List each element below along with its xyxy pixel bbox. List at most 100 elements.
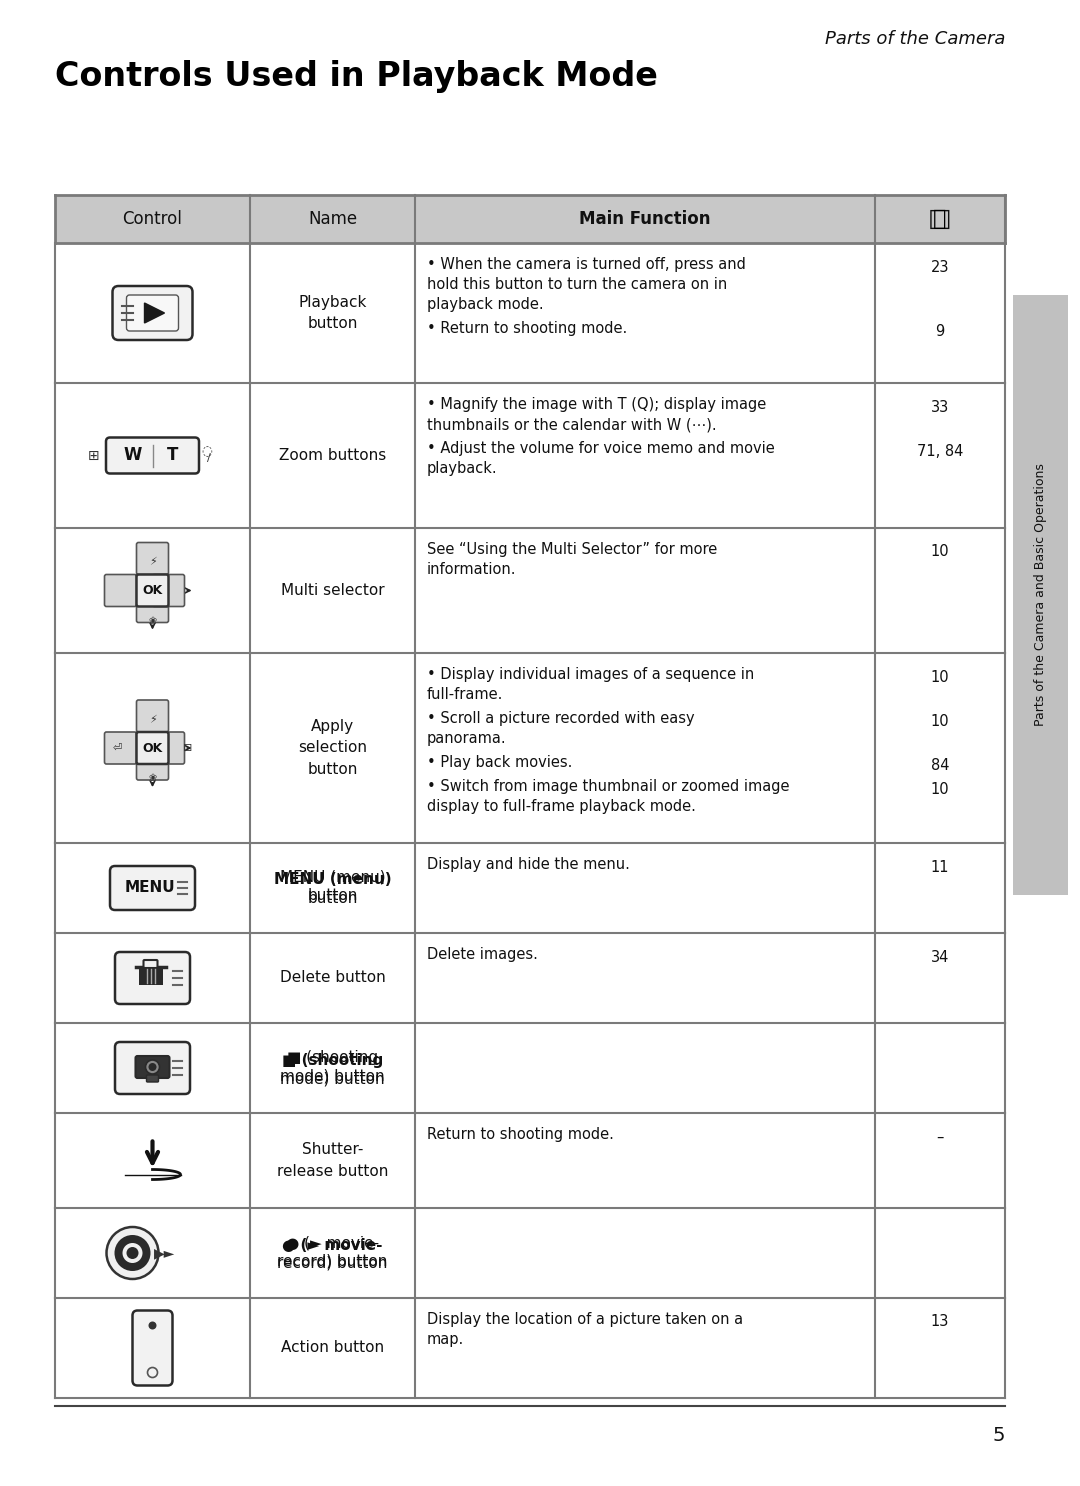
Bar [138,967,162,985]
Text: button: button [308,889,357,903]
Text: ● (► movie-: ● (► movie- [282,1238,382,1253]
FancyBboxPatch shape [110,866,195,909]
Text: 33: 33 [931,400,949,415]
Text: Parts of the Camera and Basic Operations: Parts of the Camera and Basic Operations [1034,464,1047,727]
Text: Return to shooting mode.: Return to shooting mode. [427,1126,613,1143]
Text: ■ (shooting: ■ (shooting [282,1052,383,1067]
Text: W: W [123,446,141,465]
Text: • Display individual images of a sequence in: • Display individual images of a sequenc… [427,667,754,682]
Text: ⊞: ⊞ [89,449,99,462]
Text: • Adjust the volume for voice memo and movie: • Adjust the volume for voice memo and m… [427,441,774,456]
Text: 23: 23 [931,260,949,275]
Text: • Scroll a picture recorded with easy: • Scroll a picture recorded with easy [427,710,694,727]
Text: ▶►: ▶► [153,1245,175,1260]
Circle shape [114,1235,150,1271]
Text: Multi selector: Multi selector [281,583,384,597]
Text: MENU (menu): MENU (menu) [273,872,391,887]
Text: 9: 9 [935,324,945,339]
FancyBboxPatch shape [114,1042,190,1094]
Text: Main Function: Main Function [579,210,711,227]
Text: Parts of the Camera: Parts of the Camera [825,30,1005,48]
Text: Display the location of a picture taken on a: Display the location of a picture taken … [427,1312,743,1327]
Text: information.: information. [427,562,516,577]
Text: 84: 84 [931,758,949,773]
FancyBboxPatch shape [133,1311,173,1385]
FancyBboxPatch shape [135,1057,170,1077]
Text: Control: Control [122,210,183,227]
Text: 71, 84: 71, 84 [917,443,963,459]
FancyBboxPatch shape [136,747,168,780]
Text: • When the camera is turned off, press and: • When the camera is turned off, press a… [427,257,746,272]
Text: 10: 10 [931,670,949,685]
Text: Zoom buttons: Zoom buttons [279,447,387,464]
Circle shape [146,1060,160,1074]
Bar [55,195,1005,244]
Text: Delete images.: Delete images. [427,947,538,961]
Text: ❀: ❀ [148,773,157,783]
Circle shape [149,1062,157,1071]
FancyBboxPatch shape [136,590,168,623]
Text: record) button: record) button [278,1254,388,1269]
Text: Apply
selection
button: Apply selection button [298,719,367,777]
Text: Action button: Action button [281,1340,384,1355]
Text: 10: 10 [931,544,949,560]
FancyBboxPatch shape [144,960,158,967]
Polygon shape [145,303,164,322]
Bar [1013,296,1068,895]
FancyBboxPatch shape [152,575,185,606]
Text: 34: 34 [931,950,949,964]
Text: OK: OK [143,742,163,755]
Text: Delete button: Delete button [280,970,386,985]
Text: panorama.: panorama. [427,731,507,746]
FancyBboxPatch shape [112,285,192,340]
Text: display to full-frame playback mode.: display to full-frame playback mode. [427,799,696,814]
FancyBboxPatch shape [136,542,168,575]
FancyBboxPatch shape [105,575,136,606]
Text: Name: Name [308,210,357,227]
Text: T: T [166,446,178,465]
Text: /: / [207,453,211,464]
Text: mode) button: mode) button [280,1068,384,1083]
Text: 11: 11 [931,859,949,874]
Text: MENU: MENU [124,881,175,896]
FancyBboxPatch shape [114,953,190,1005]
Text: ● (► movie-
record) button: ● (► movie- record) button [278,1235,388,1271]
Text: MENU (menu)
button: MENU (menu) button [280,869,386,906]
Text: Controls Used in Playback Mode: Controls Used in Playback Mode [55,59,658,94]
Circle shape [126,1247,138,1259]
Text: • Switch from image thumbnail or zoomed image: • Switch from image thumbnail or zoomed … [427,779,789,794]
Text: • Magnify the image with T (Q); display image: • Magnify the image with T (Q); display … [427,397,766,412]
Text: See “Using the Multi Selector” for more: See “Using the Multi Selector” for more [427,542,717,557]
Text: ⏎: ⏎ [112,743,122,753]
FancyBboxPatch shape [106,437,199,474]
Text: Display and hide the menu.: Display and hide the menu. [427,857,630,872]
Text: Shutter-
release button: Shutter- release button [276,1143,388,1178]
FancyBboxPatch shape [105,733,136,764]
Circle shape [122,1242,143,1263]
Text: 5: 5 [993,1427,1005,1444]
Circle shape [149,1321,157,1330]
Text: • Return to shooting mode.: • Return to shooting mode. [427,321,627,336]
Text: 📖: 📖 [933,210,947,229]
FancyBboxPatch shape [136,700,168,733]
Text: –: – [936,1129,944,1144]
Text: hold this button to turn the camera on in: hold this button to turn the camera on i… [427,276,727,293]
Text: map.: map. [427,1331,464,1346]
FancyBboxPatch shape [152,733,185,764]
Text: ⚡: ⚡ [149,715,157,725]
Text: ◌: ◌ [202,444,213,458]
Text: ■ (shooting
mode) button: ■ (shooting mode) button [280,1051,384,1086]
Text: full-frame.: full-frame. [427,687,503,701]
Text: 13: 13 [931,1315,949,1330]
Text: □: □ [928,207,951,230]
Text: playback mode.: playback mode. [427,297,543,312]
FancyBboxPatch shape [136,575,168,606]
Text: • Play back movies.: • Play back movies. [427,755,572,770]
Text: ❀: ❀ [148,615,157,626]
Text: playback.: playback. [427,461,498,476]
FancyBboxPatch shape [136,733,168,764]
FancyBboxPatch shape [126,296,178,331]
Text: ⊡: ⊡ [183,743,192,753]
Text: Playback
button: Playback button [298,296,367,331]
Text: ⚡: ⚡ [149,557,157,568]
